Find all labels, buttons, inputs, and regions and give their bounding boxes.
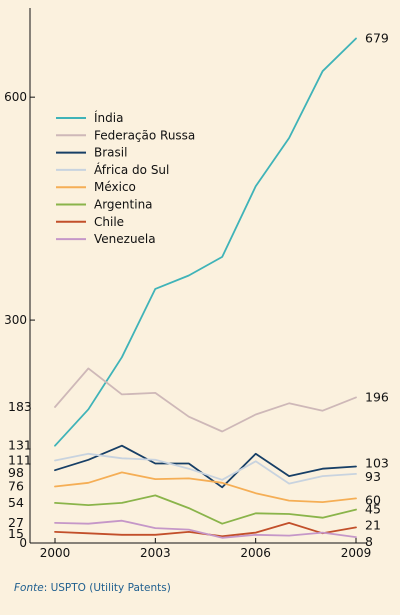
start-value-label: 27: [8, 515, 24, 530]
source-label: Fonte: [14, 582, 44, 594]
end-value-label: 45: [365, 502, 381, 517]
series-line-5: [54, 494, 357, 525]
legend-entry-label: Índia: [94, 110, 123, 125]
end-value-label: 103: [365, 455, 389, 470]
series-value-labels: 131 679 183 196 98 103 111 93 76 60 54 45 15 21 27 8: [8, 30, 389, 549]
legend-entry-label: África do Sul: [94, 162, 169, 177]
series-line-2: [54, 444, 357, 489]
source-note: Fonte: USPTO (Utility Patents): [14, 582, 171, 594]
axes: 0 300 600 2000 2003 2006 2009: [4, 8, 371, 560]
source-text: : USPTO (Utility Patents): [43, 582, 171, 594]
series-lines: [54, 37, 357, 539]
legend-entry-label: Venezuela: [94, 232, 156, 246]
series-line-3: [54, 452, 357, 485]
end-value-label: 60: [365, 492, 381, 507]
y-tick-label: 0: [19, 536, 27, 550]
series-line-4: [54, 471, 357, 504]
end-value-label: 8: [365, 534, 373, 549]
legend-entry-label: México: [94, 180, 136, 194]
start-value-label: 131: [8, 438, 32, 453]
start-value-label: 76: [8, 479, 24, 494]
y-tick-label: 600: [4, 90, 27, 104]
series-line-1: [54, 367, 357, 433]
end-value-label: 679: [365, 30, 389, 45]
x-tick-label: 2003: [140, 546, 171, 560]
legend-entry-label: Chile: [94, 215, 124, 229]
legend-entry-label: Argentina: [94, 198, 153, 212]
x-tick-label: 2006: [240, 546, 271, 560]
start-value-label: 183: [8, 399, 32, 414]
x-tick-label: 2009: [341, 546, 372, 560]
start-value-label: 111: [8, 453, 32, 468]
start-value-label: 15: [8, 526, 24, 541]
start-value-label: 98: [8, 465, 24, 480]
series-line-7: [54, 519, 357, 539]
legend-entry-label: Brasil: [94, 146, 127, 160]
start-value-label: 54: [8, 495, 24, 510]
end-value-label: 21: [365, 517, 381, 532]
end-value-label: 196: [365, 389, 389, 404]
x-tick-label: 2000: [40, 546, 71, 560]
y-tick-label: 300: [4, 313, 27, 327]
series-line-0: [54, 37, 357, 447]
legend: Índia Federação Russa Brasil África do Sul M…: [56, 110, 195, 246]
end-value-label: 93: [365, 469, 381, 484]
legend-entry-label: Federação Russa: [94, 128, 195, 142]
